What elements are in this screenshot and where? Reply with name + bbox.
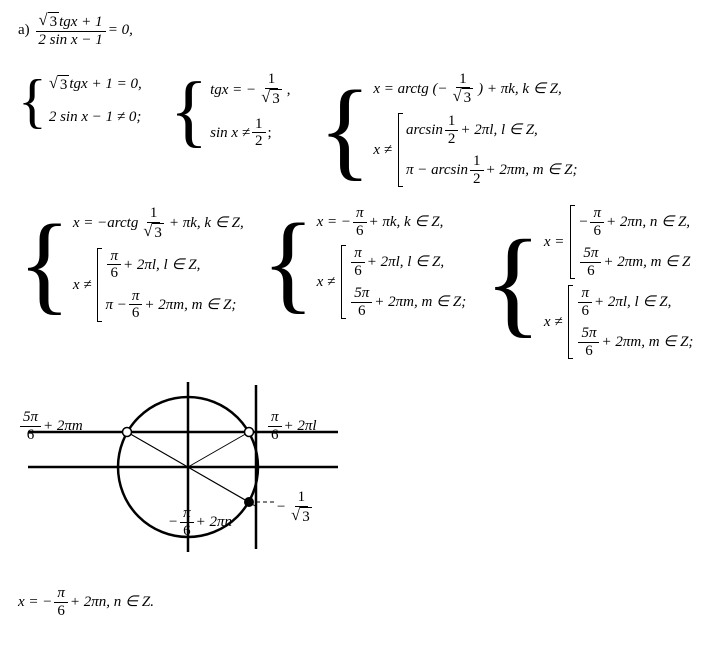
system-3: { x = arctg (− 1 √3 ) + πk, k ∈ Z, x ≠ a… xyxy=(319,71,578,188)
label-right: − 1 √3 xyxy=(276,489,317,526)
system-2: { tgx = − 1 √3 , sin x ≠ 12 ; xyxy=(170,71,291,151)
label-top-right: π6 + 2πl xyxy=(266,409,317,443)
label-top-left: 5π6 + 2πm xyxy=(18,409,83,443)
unit-circle-diagram: 5π6 + 2πm π6 + 2πl − π6 + 2πn − 1 √3 xyxy=(18,377,358,567)
problem-equation: a) √3 tgx + 1 2 sin x − 1 = 0, xyxy=(18,12,683,49)
row-1: { √3 tgx + 1 = 0, 2 sin x − 1 ≠ 0; { tgx… xyxy=(18,71,683,188)
label-bottom: − π6 + 2πn xyxy=(168,505,232,539)
system-5: { x = − π6 + πk, k ∈ Z, x ≠ π6 + 2πl, l … xyxy=(262,205,466,319)
row-2: { x = −arctg 1 √3 + πk, k ∈ Z, x ≠ π6 + … xyxy=(18,205,683,359)
final-answer: x = − π6 + 2πn, n ∈ Z. xyxy=(18,585,683,619)
main-fraction: √3 tgx + 1 2 sin x − 1 xyxy=(35,12,105,49)
system-1: { √3 tgx + 1 = 0, 2 sin x − 1 ≠ 0; xyxy=(18,71,142,131)
system-4: { x = −arctg 1 √3 + πk, k ∈ Z, x ≠ π6 + … xyxy=(18,205,244,322)
problem-label: a) xyxy=(18,21,30,39)
system-6: { x = − π6 + 2πn, n ∈ Z, 5π6 + 2πm, m xyxy=(484,205,693,359)
